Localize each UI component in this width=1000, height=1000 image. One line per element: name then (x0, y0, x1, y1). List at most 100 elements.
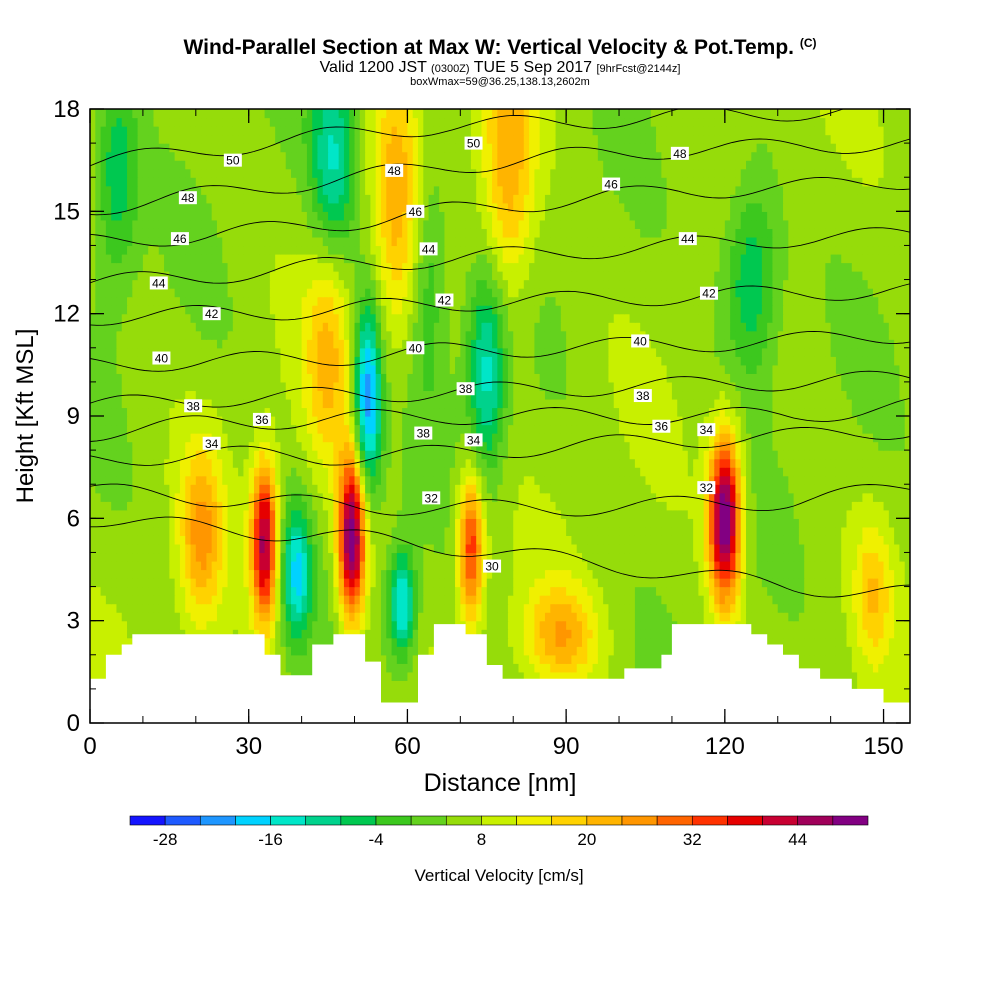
field-cell (634, 654, 641, 664)
field-cell (883, 543, 890, 554)
field-cell (211, 620, 218, 630)
field-cell (687, 467, 694, 477)
field-cell (640, 646, 647, 656)
field-cell (90, 595, 96, 605)
field-cell (640, 501, 647, 511)
field-cell (423, 560, 430, 571)
field-cell (534, 586, 541, 596)
field-cell (783, 603, 789, 613)
field-cell (682, 586, 689, 596)
field-cell (666, 637, 673, 647)
field-cell (439, 484, 446, 494)
field-cell (857, 484, 863, 494)
field-cell (624, 603, 631, 613)
field-cell (830, 501, 837, 511)
field-cell (592, 654, 599, 664)
field-cell (370, 603, 377, 613)
field-cell (597, 518, 604, 528)
field-cell (825, 671, 832, 681)
field-cell (597, 560, 604, 571)
field-cell (767, 518, 774, 528)
field-cell (481, 595, 488, 605)
field-cell (116, 629, 123, 639)
field-cell (539, 646, 546, 656)
field-cell (412, 612, 419, 622)
field-cell (523, 629, 530, 639)
field-cell (248, 603, 255, 613)
field-cell (555, 484, 562, 494)
field-cell (640, 578, 647, 588)
field-cell (322, 612, 329, 622)
field-cell (227, 629, 234, 639)
field-cell (603, 637, 610, 647)
field-cell (619, 501, 625, 511)
field-cell (899, 646, 906, 656)
field-cell (169, 612, 176, 622)
field-cell (380, 646, 387, 656)
field-cell (359, 612, 366, 622)
field-cell (232, 595, 239, 605)
field-cell (179, 518, 186, 528)
field-cell (455, 586, 461, 596)
field-cell (904, 501, 910, 511)
field-cell (343, 518, 350, 528)
field-cell (328, 578, 334, 588)
field-cell (518, 578, 525, 588)
field-cell (619, 492, 625, 502)
field-cell (455, 501, 461, 511)
field-cell (624, 475, 631, 485)
field-cell (582, 637, 588, 647)
field-cell (380, 629, 387, 639)
field-cell (529, 612, 535, 622)
field-cell (396, 688, 403, 699)
field-cell (142, 612, 149, 622)
field-cell (195, 620, 202, 630)
field-cell (767, 612, 774, 622)
field-cell (232, 526, 239, 536)
field-cell (894, 484, 901, 494)
field-cell (841, 543, 848, 554)
field-cell (529, 560, 535, 571)
field-cell (671, 450, 678, 460)
field-cell (254, 484, 260, 494)
field-cell (629, 458, 636, 468)
field-cell (740, 543, 747, 554)
field-cell (825, 663, 832, 673)
field-cell (634, 450, 641, 460)
field-cell (328, 484, 334, 494)
field-cell (343, 569, 350, 579)
field-cell (243, 560, 250, 571)
field-cell (640, 475, 647, 485)
field-cell (407, 458, 414, 468)
field-cell (333, 569, 340, 579)
field-cell (317, 535, 324, 545)
field-cell (285, 484, 292, 494)
field-cell (841, 518, 848, 528)
field-cell (661, 475, 668, 485)
field-cell (740, 586, 747, 596)
field-cell (296, 637, 303, 647)
field-cell (312, 535, 319, 545)
field-cell (238, 526, 245, 536)
field-cell (534, 603, 541, 613)
field-cell (127, 441, 133, 451)
field-cell (285, 492, 292, 502)
field-cell (507, 509, 514, 519)
field-cell (809, 654, 816, 664)
field-cell (534, 509, 541, 519)
field-cell (296, 646, 303, 656)
field-cell (687, 526, 694, 536)
field-cell (534, 475, 541, 485)
field-cell (740, 552, 747, 562)
field-cell (878, 603, 885, 613)
field-cell (666, 552, 673, 562)
field-cell (788, 501, 795, 511)
field-cell (391, 586, 398, 596)
field-cell (492, 509, 498, 519)
field-cell (179, 458, 186, 468)
field-cell (566, 654, 573, 664)
field-cell (95, 595, 102, 605)
field-cell (872, 450, 879, 460)
field-cell (142, 518, 149, 528)
field-cell (534, 492, 541, 502)
